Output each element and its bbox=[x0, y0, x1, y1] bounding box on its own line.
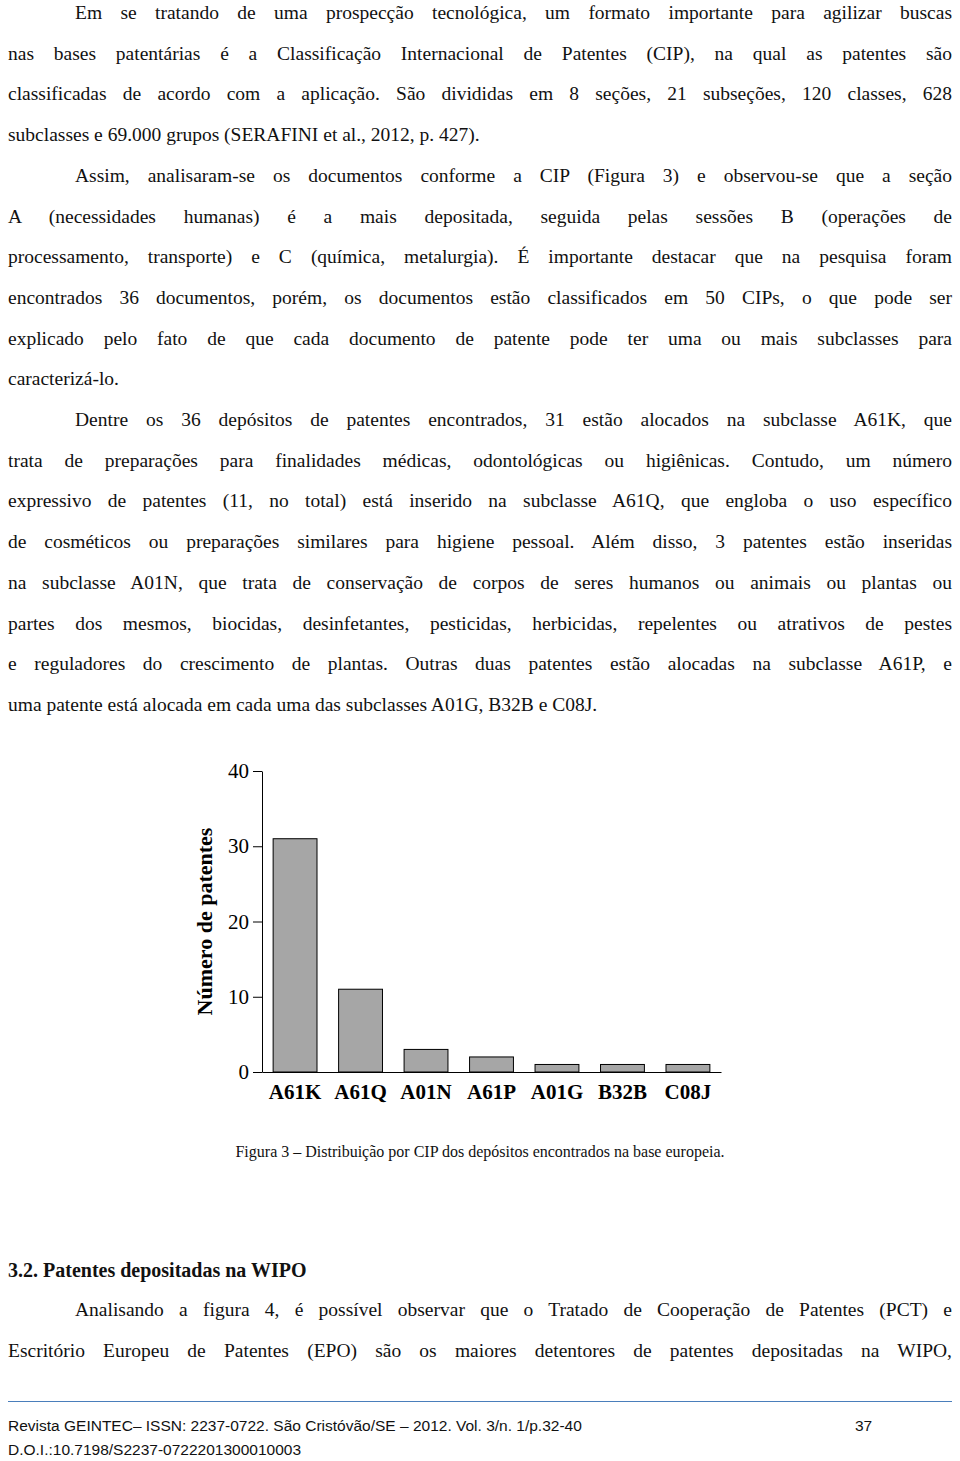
tick: B32B bbox=[598, 1072, 647, 1104]
text-line: nas bases patentárias é a Classificação … bbox=[8, 34, 952, 75]
text-line: Escritório Europeu de Patentes (EPO) são… bbox=[8, 1331, 952, 1372]
text-line: processamento, transporte) e C (química,… bbox=[8, 237, 952, 278]
tick-label: B32B bbox=[598, 1080, 647, 1104]
tick: A61Q bbox=[334, 1072, 387, 1104]
text-line: Assim, analisaram-se os documentos confo… bbox=[8, 156, 952, 197]
tick: A01N bbox=[400, 1072, 451, 1104]
tick: 20 bbox=[228, 910, 262, 934]
tick: 10 bbox=[228, 985, 262, 1009]
footer-doi: D.O.I.:10.7198/S2237-0722201300010003 bbox=[8, 1440, 301, 1460]
tick: 40 bbox=[228, 759, 262, 783]
text-line: expressivo de patentes (11, no total) es… bbox=[8, 481, 952, 522]
bar bbox=[535, 1064, 579, 1072]
text-line: subclasses e 69.000 grupos (SERAFINI et … bbox=[8, 115, 952, 156]
tick-label: A01G bbox=[531, 1080, 584, 1104]
x-axis: A61K A61Q A01N A61P A01G B32B C08J bbox=[263, 1072, 722, 1104]
tick-label: A61Q bbox=[334, 1080, 387, 1104]
tick: 0 bbox=[239, 1060, 263, 1084]
bar bbox=[666, 1064, 710, 1072]
bar bbox=[273, 839, 317, 1072]
tick: 30 bbox=[228, 834, 262, 858]
tick-label: 10 bbox=[228, 985, 249, 1009]
text-line: Em se tratando de uma prospecção tecnoló… bbox=[8, 0, 952, 34]
text-line: partes dos mesmos, biocidas, desinfetant… bbox=[8, 604, 952, 645]
text-line: Analisando a figura 4, é possível observ… bbox=[8, 1290, 952, 1331]
figure: 0 10 20 30 40 A61K A61Q A01N A61P A01G B32B C08J Núm… bbox=[0, 0, 960, 1461]
page-number: 37 bbox=[855, 1416, 872, 1436]
axis-title: Número de patentes bbox=[192, 827, 217, 1015]
tick-label: A01N bbox=[400, 1080, 451, 1104]
text-line: classificadas de acordo com a aplicação.… bbox=[8, 74, 952, 115]
text-line: explicado pelo fato de que cada document… bbox=[8, 319, 952, 360]
text-line: trata de preparações para finalidades mé… bbox=[8, 441, 952, 482]
axis-line bbox=[262, 772, 263, 1073]
bars bbox=[273, 839, 710, 1072]
text-line: Dentre os 36 depósitos de patentes encon… bbox=[8, 400, 952, 441]
text-line: e reguladores do crescimento de plantas.… bbox=[8, 644, 952, 685]
tick: A61P bbox=[467, 1072, 516, 1104]
tick-mark bbox=[253, 922, 262, 923]
bar bbox=[470, 1057, 514, 1072]
tick-mark bbox=[253, 1072, 262, 1073]
section-heading: 3.2. Patentes depositadas na WIPO bbox=[8, 1250, 952, 1291]
tick-label: 40 bbox=[228, 759, 249, 783]
bar bbox=[404, 1049, 448, 1072]
footer-rule bbox=[8, 1401, 952, 1402]
text-line: de cosméticos ou preparações similares p… bbox=[8, 522, 952, 563]
text-line: A (necessidades humanas) é a mais deposi… bbox=[8, 197, 952, 238]
bar bbox=[601, 1064, 645, 1072]
axis-line bbox=[263, 1072, 722, 1073]
tick-label: C08J bbox=[665, 1080, 712, 1104]
tick: A61K bbox=[269, 1072, 322, 1104]
footer-journal: Revista GEINTEC– ISSN: 2237-0722. São Cr… bbox=[8, 1416, 582, 1436]
tick-mark bbox=[253, 846, 262, 847]
tick-label: 20 bbox=[228, 910, 249, 934]
bar bbox=[339, 989, 383, 1072]
text-line: caracterizá-lo. bbox=[8, 359, 952, 400]
tick-label: 0 bbox=[239, 1060, 250, 1084]
tick-mark bbox=[253, 771, 262, 772]
tick: A01G bbox=[531, 1072, 584, 1104]
tick-mark bbox=[253, 997, 262, 998]
tick-label: A61P bbox=[467, 1080, 516, 1104]
y-axis: 0 10 20 30 40 bbox=[228, 759, 263, 1084]
text-line: uma patente está alocada em cada uma das… bbox=[8, 685, 952, 726]
figure-caption: Figura 3 – Distribuição por CIP dos depó… bbox=[0, 1141, 960, 1163]
tick-label: A61K bbox=[269, 1080, 322, 1104]
tick: C08J bbox=[665, 1072, 712, 1104]
tick-label: 30 bbox=[228, 834, 249, 858]
text-line: encontrados 36 documentos, porém, os doc… bbox=[8, 278, 952, 319]
text-line: na subclasse A01N, que trata de conserva… bbox=[8, 563, 952, 604]
